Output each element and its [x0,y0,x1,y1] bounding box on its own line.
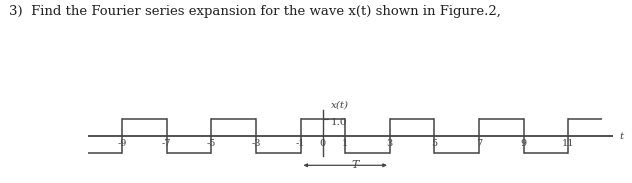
Text: t: t [620,132,624,141]
Text: 1: 1 [342,139,348,148]
Text: 7: 7 [476,139,482,148]
Text: -9: -9 [118,139,126,148]
Text: 11: 11 [562,139,574,148]
Text: T: T [352,160,359,170]
Text: 3: 3 [387,139,393,148]
Text: -1: -1 [296,139,305,148]
Text: -7: -7 [162,139,171,148]
Text: 3)  Find the Fourier series expansion for the wave x(t) shown in Figure.2,: 3) Find the Fourier series expansion for… [9,5,501,18]
Text: 5: 5 [432,139,437,148]
Text: 9: 9 [521,139,527,148]
Text: -3: -3 [251,139,260,148]
Text: -5: -5 [207,139,216,148]
Text: 0: 0 [320,139,326,148]
Text: 1.0: 1.0 [331,118,347,127]
Text: x(t): x(t) [331,101,349,110]
